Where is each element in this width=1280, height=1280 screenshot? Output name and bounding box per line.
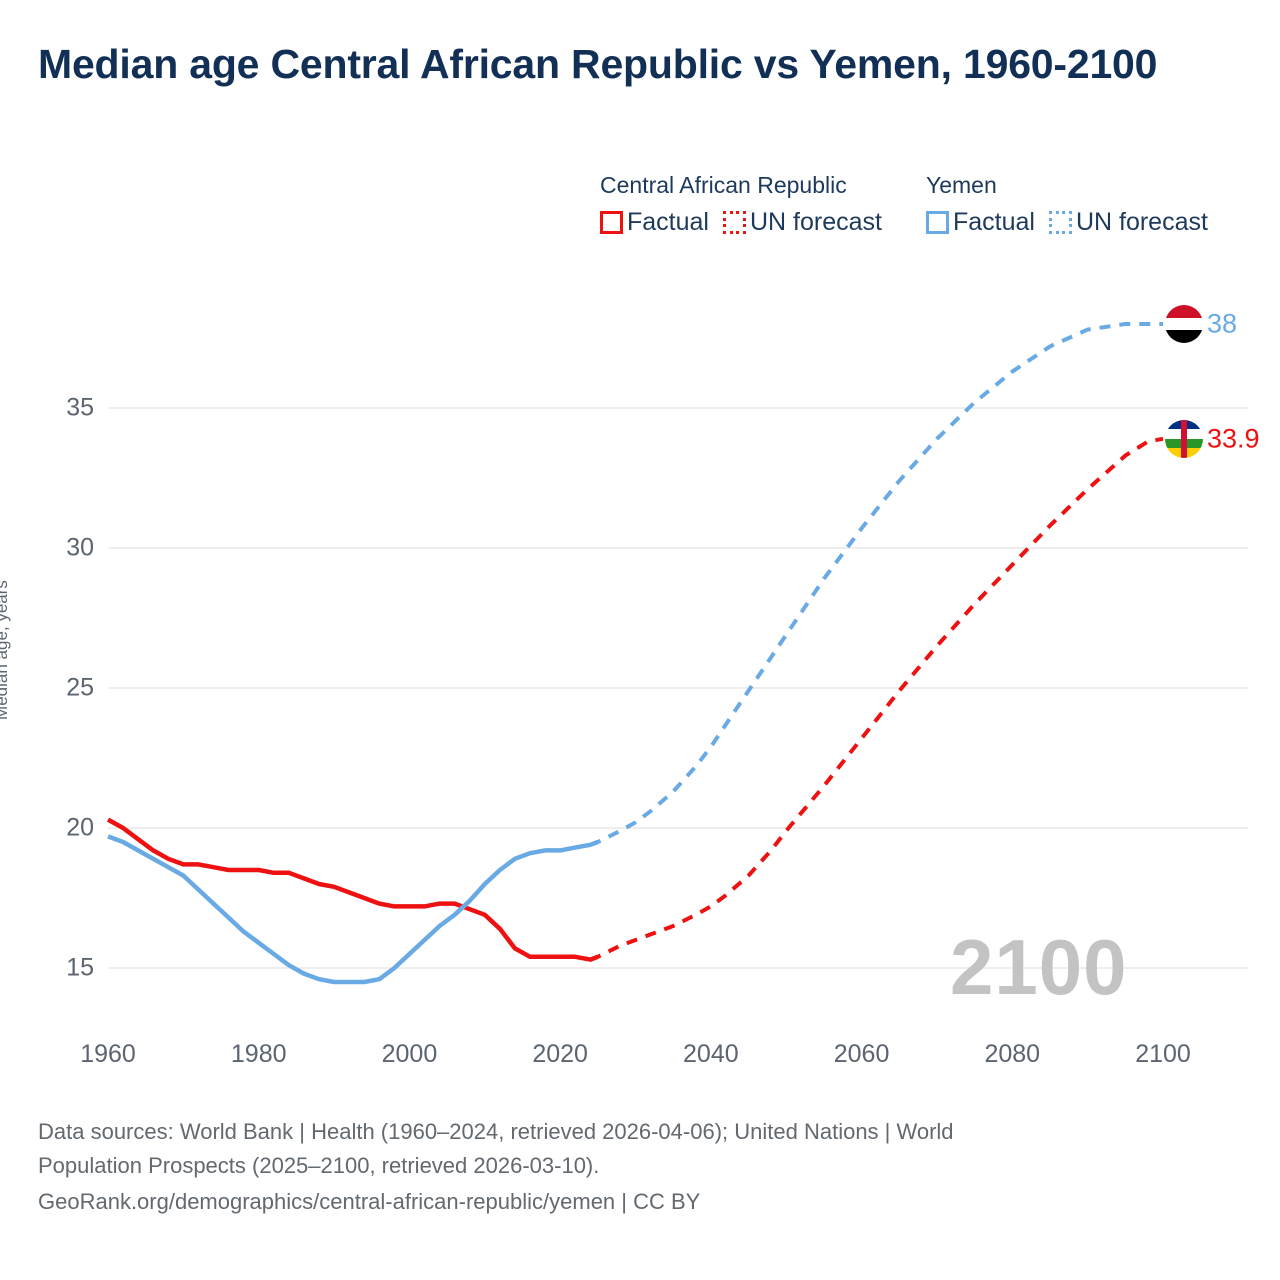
end-value-yemen: 38 bbox=[1207, 308, 1238, 339]
legend-country-yemen: Yemen bbox=[925, 172, 997, 198]
x-tick-label: 1960 bbox=[80, 1040, 136, 1068]
flag-icon-central-african-republic bbox=[1165, 419, 1203, 458]
x-tick-label: 2000 bbox=[381, 1040, 438, 1068]
legend-label-car-factual: Factual bbox=[627, 208, 709, 236]
series-line-forecast bbox=[589, 436, 1164, 962]
flag-icon-yemen bbox=[1165, 305, 1203, 343]
x-tick-label: 2040 bbox=[683, 1040, 739, 1068]
x-tick-label: 1980 bbox=[230, 1040, 287, 1068]
y-tick-label: 20 bbox=[66, 813, 94, 842]
legend-country-car: Central African Republic bbox=[600, 172, 847, 198]
legend-label-car-forecast: UN forecast bbox=[749, 208, 882, 236]
x-tick-label: 2060 bbox=[833, 1040, 890, 1068]
x-tick-label: 2080 bbox=[984, 1040, 1041, 1068]
y-tick-label: 25 bbox=[66, 673, 94, 702]
page-title: Median age Central African Republic vs Y… bbox=[38, 41, 1158, 87]
end-value-car: 33.9 bbox=[1207, 423, 1260, 454]
legend-item-yemen-factual[interactable]: Factual bbox=[925, 208, 1035, 237]
x-tick-label: 2100 bbox=[1135, 1040, 1191, 1068]
legend-swatch-red-dotted bbox=[722, 211, 746, 234]
legend-item-car-factual[interactable]: Factual bbox=[600, 208, 709, 237]
year-watermark: 2100 bbox=[950, 923, 1128, 1011]
legend-swatch-red-solid bbox=[600, 211, 623, 234]
legend-label-yemen-forecast: UN forecast bbox=[1075, 208, 1208, 236]
footer-line-3: GeoRank.org/demographics/central-african… bbox=[38, 1189, 701, 1215]
y-tick-label: 15 bbox=[66, 953, 94, 982]
legend-swatch-blue-dotted bbox=[1048, 211, 1072, 234]
legend-item-yemen-forecast[interactable]: UN forecast bbox=[1048, 208, 1208, 237]
legend-group-car: Central African Republic Factual UN fore… bbox=[600, 172, 882, 237]
footer-line-1: Data sources: World Bank | Health (1960–… bbox=[38, 1119, 954, 1144]
x-tick-label: 2020 bbox=[532, 1040, 588, 1068]
y-tick-label: 30 bbox=[66, 533, 94, 562]
series-line-factual bbox=[106, 817, 599, 962]
series-line-forecast bbox=[589, 322, 1163, 847]
series-line-factual bbox=[107, 834, 599, 985]
y-tick-label: 35 bbox=[66, 393, 94, 422]
legend-item-car-forecast[interactable]: UN forecast bbox=[722, 208, 882, 237]
footer-sources: Data sources: World Bank | Health (1960–… bbox=[38, 1115, 1218, 1219]
footer-line-2: Population Prospects (2025–2100, retriev… bbox=[38, 1153, 600, 1179]
legend-group-yemen: Yemen Factual UN forecast bbox=[925, 172, 1208, 237]
chart-legend: Central African Republic Factual UN fore… bbox=[600, 172, 1260, 237]
legend-swatch-blue-solid bbox=[925, 211, 949, 234]
legend-label-yemen-factual: Factual bbox=[952, 208, 1035, 236]
